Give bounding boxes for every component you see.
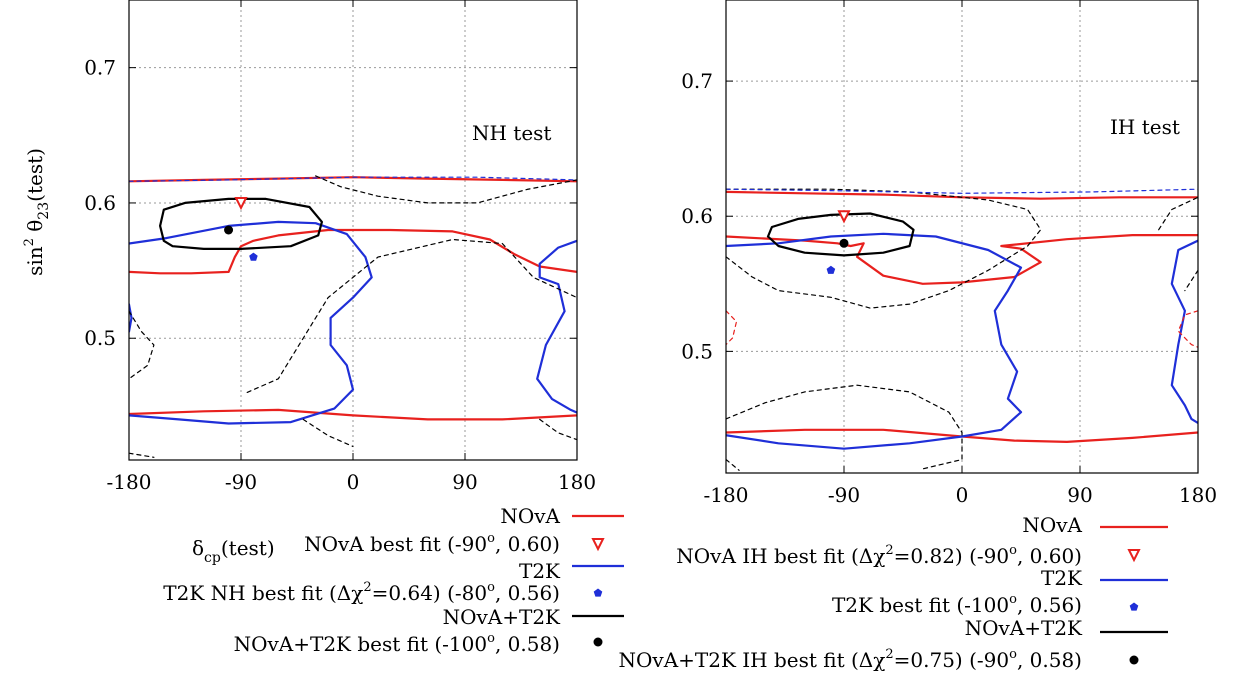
y-tick-label: 0.7 xyxy=(681,69,713,93)
x-tick-label: 180 xyxy=(558,470,596,494)
contour-t2k xyxy=(129,220,373,425)
x-tick-label: 90 xyxy=(452,470,477,494)
best-fit-marker-nova-t2k xyxy=(839,238,849,248)
legend-marker xyxy=(593,588,603,597)
contour-nova xyxy=(726,428,1198,443)
x-tick-label: -90 xyxy=(828,483,860,507)
legend-label: NOvA+T2K xyxy=(443,605,561,629)
plot-area xyxy=(726,188,1198,471)
contour-t2k xyxy=(536,239,577,414)
right-panel: -180 -90 0 90 180 0.5 0.6 0.7 IH test xyxy=(681,0,1217,507)
contour-t2k-dashed- xyxy=(726,188,1198,194)
legend-label: T2K xyxy=(519,559,561,583)
y-tick-label: 0.5 xyxy=(84,326,116,350)
y-axis-label: sin2 θ23(test) xyxy=(22,148,52,276)
contour-nova-t2k-dashed- xyxy=(129,310,155,380)
x-tick-label: -180 xyxy=(107,470,152,494)
contour-nova-t2k-dashed- xyxy=(726,188,1042,309)
legend-label: NOvA xyxy=(500,504,560,528)
contour-nova-t2k xyxy=(159,197,323,250)
contour-t2k xyxy=(726,232,1023,450)
contour-t2k-dashed- xyxy=(129,176,577,182)
x-tick-label: 0 xyxy=(347,470,360,494)
legend-label: T2K NH best fit (Δχ2=0.64) (-80o, 0.56) xyxy=(163,580,560,605)
contour-nova-t2k-dashed- xyxy=(1184,269,1198,292)
legend-label: NOvA+T2K xyxy=(965,616,1083,640)
x-tick-label: -90 xyxy=(225,470,257,494)
legend-label: NOvA IH best fit (Δχ2=0.82) (-90o, 0.60) xyxy=(676,543,1082,568)
panel-annotation: IH test xyxy=(1110,115,1180,139)
best-fit-marker-t2k xyxy=(826,265,836,274)
left-panel: -180 -90 0 90 180 0.5 0.6 0.7 NH test xyxy=(84,0,596,494)
best-fit-marker-t2k xyxy=(249,252,258,261)
contour-nova-t2k-dashed- xyxy=(315,175,577,204)
legend-label: NOvA+T2K best fit (-100o, 0.58) xyxy=(234,631,560,656)
contour-nova-t2k-dashed- xyxy=(246,238,577,393)
contour-nova-t2k-dashed- xyxy=(1158,196,1198,231)
contour-nova xyxy=(129,408,577,421)
best-fit-marker-nova xyxy=(837,210,851,224)
contour-nova-t2k-dashed- xyxy=(726,458,740,471)
x-axis-label: δcp(test) xyxy=(192,536,275,566)
y-tick-label: 0.6 xyxy=(84,191,116,215)
legend-right: NOvA NOvA IH best fit (Δχ2=0.82) (-90o, 0… xyxy=(619,513,1168,672)
best-fit-marker-nova-t2k xyxy=(224,225,234,235)
legend-marker xyxy=(591,538,605,552)
contour-nova-t2k xyxy=(766,212,915,257)
legend-label: NOvA xyxy=(1022,513,1082,537)
x-tick-label: 90 xyxy=(1067,483,1092,507)
best-fit-marker-nova xyxy=(234,196,248,211)
legend-marker xyxy=(593,637,603,647)
legend-label: NOvA best fit (-90o, 0.60) xyxy=(304,531,560,556)
legend-label: T2K xyxy=(1041,566,1083,590)
x-tick-label: 180 xyxy=(1179,483,1217,507)
contour-nova xyxy=(129,228,577,275)
y-tick-label: 0.5 xyxy=(681,339,713,363)
contour-nova-t2k-dashed- xyxy=(129,452,155,458)
legend-marker xyxy=(1129,602,1139,611)
contour-nova-t2k-dashed- xyxy=(726,384,963,470)
panel-annotation: NH test xyxy=(472,121,551,145)
contour-nova-t2k-dashed- xyxy=(539,418,577,441)
contour-nova-dashed- xyxy=(1177,310,1198,348)
contour-nova-t2k-dashed- xyxy=(302,418,354,448)
legend-marker xyxy=(1127,549,1141,563)
legend-label: T2K best fit (-100o, 0.56) xyxy=(832,592,1082,617)
y-tick-label: 0.6 xyxy=(681,204,713,228)
plot-area xyxy=(129,175,577,458)
contour-t2k xyxy=(129,303,133,333)
x-tick-label: 0 xyxy=(956,483,969,507)
legend-label: NOvA+T2K IH best fit (Δχ2=0.75) (-90o, 0… xyxy=(619,647,1083,672)
legend-marker xyxy=(1129,655,1139,665)
y-tick-label: 0.7 xyxy=(84,56,116,80)
x-tick-label: -180 xyxy=(704,483,749,507)
contour-nova-dashed- xyxy=(726,310,738,346)
contour-t2k xyxy=(1170,239,1198,425)
